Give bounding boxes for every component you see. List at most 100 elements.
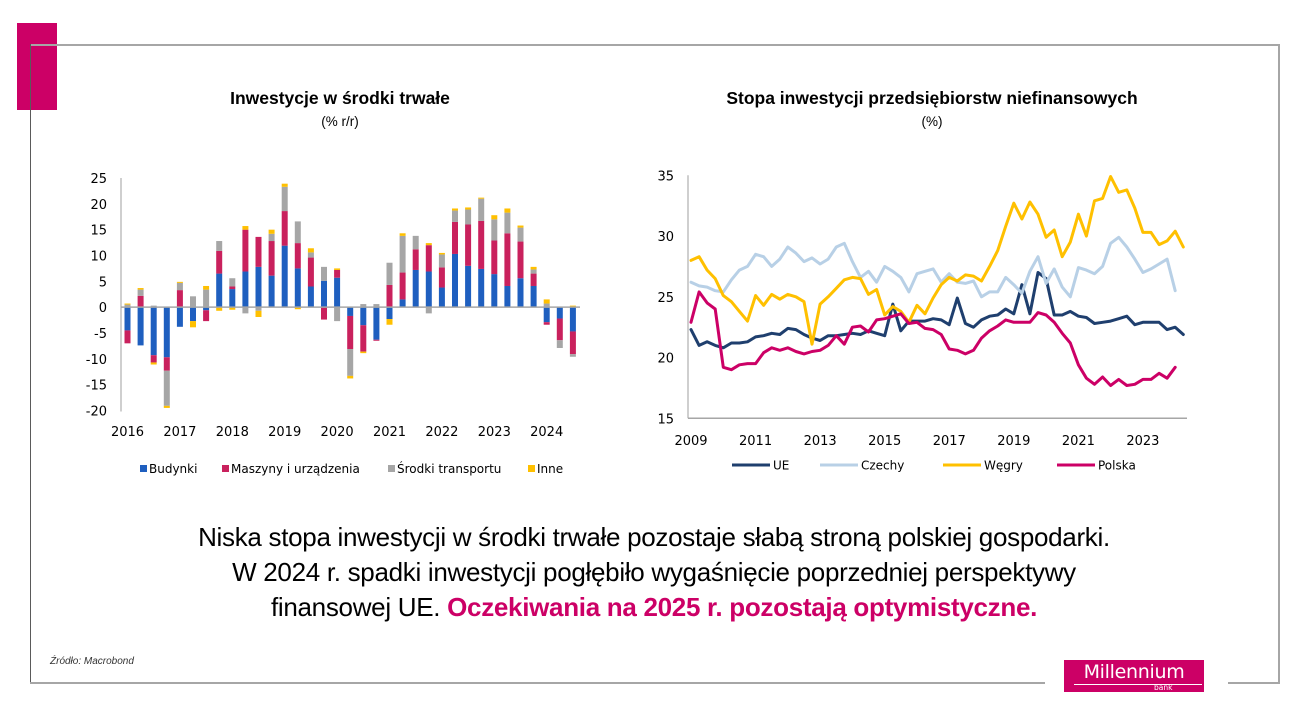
bar-segment-maszyny-i-urzadzenia-2023q4	[530, 273, 537, 286]
source-note: Źródło: Macrobond	[50, 656, 134, 667]
bar-segment-inne-2021q4	[425, 243, 432, 246]
bar-segment-inne-2018q1	[229, 307, 236, 310]
bar-segment-srodki-transportu-2024q2	[556, 340, 563, 348]
bar-stack-2018q1	[229, 278, 236, 310]
bar-stack-2021q1	[386, 262, 393, 325]
legend-label: Inne	[537, 462, 563, 476]
bar-stack-2024q2	[556, 307, 563, 348]
bar-stack-2023q3	[517, 225, 524, 308]
bar-x-tick-label: 2017	[163, 425, 196, 440]
bar-segment-maszyny-i-urzadzenia-2021q2	[399, 272, 406, 300]
bar-segment-budynki-2016q3	[150, 307, 157, 356]
line-legend-item-czechy: Czechy	[820, 459, 904, 473]
bar-segment-srodki-transportu-2023q3	[517, 227, 524, 242]
line-y-tick-label: 15	[657, 412, 674, 427]
bar-segment-maszyny-i-urzadzenia-2021q4	[425, 245, 432, 272]
bar-stack-2018q3	[255, 236, 262, 317]
bar-x-tick-label: 2024	[530, 425, 563, 440]
bar-segment-maszyny-i-urzadzenia-2024q2	[556, 318, 563, 341]
line-x-tick-label: 2017	[933, 434, 966, 449]
legend-swatch	[222, 465, 229, 472]
bar-y-tick-label: -20	[86, 405, 107, 420]
bar-segment-maszyny-i-urzadzenia-2017q4	[216, 250, 223, 274]
bar-segment-budynki-2021q2	[399, 299, 406, 308]
bar-stack-2019q1	[281, 183, 288, 308]
series-line-ue	[689, 271, 1185, 350]
bar-segment-srodki-transportu-2016q2	[137, 289, 144, 296]
bar-segment-maszyny-i-urzadzenia-2016q2	[137, 295, 144, 308]
bar-segment-budynki-2023q1	[491, 274, 498, 308]
bar-x-tick-label: 2021	[373, 425, 406, 440]
bar-segment-budynki-2016q2	[137, 307, 144, 346]
legend-swatch	[140, 465, 147, 472]
bar-segment-inne-2017q1	[176, 281, 183, 283]
bar-segment-budynki-2020q1	[334, 277, 341, 308]
bar-segment-maszyny-i-urzadzenia-2019q4	[321, 307, 327, 320]
bar-segment-inne-2023q2	[504, 208, 511, 213]
bar-segment-srodki-transportu-2018q3	[255, 307, 262, 311]
frame-bottom-border	[1228, 682, 1280, 684]
bar-segment-maszyny-i-urzadzenia-2016q4	[163, 357, 170, 371]
bar-segment-inne-2022q3	[465, 207, 472, 210]
bar-segment-budynki-2018q1	[229, 289, 236, 308]
bar-segment-srodki-transportu-2022q3	[465, 209, 472, 225]
bar-segment-maszyny-i-urzadzenia-2022q1	[438, 267, 445, 288]
bar-segment-budynki-2024q2	[556, 307, 563, 319]
bar-segment-maszyny-i-urzadzenia-2024q1	[543, 322, 550, 325]
bar-segment-budynki-2017q2	[190, 307, 196, 322]
summary-line-3-text: finansowej UE.	[270, 592, 448, 622]
bar-stack-2024q1	[543, 299, 550, 325]
bar-segment-srodki-transportu-2020q4	[373, 304, 380, 308]
bar-segment-srodki-transportu-2023q4	[530, 269, 537, 274]
bar-segment-srodki-transportu-2021q3	[412, 235, 419, 250]
bar-segment-maszyny-i-urzadzenia-2020q4	[373, 339, 380, 341]
bar-segment-srodki-transportu-2017q4	[216, 241, 223, 251]
bar-chart-title: Inwestycje w środki trwałe	[230, 88, 450, 108]
bar-stack-2023q2	[504, 208, 511, 308]
bar-segment-budynki-2018q3	[255, 266, 262, 308]
bar-segment-inne-2023q4	[530, 266, 537, 270]
bar-segment-maszyny-i-urzadzenia-2016q1	[124, 330, 131, 344]
bar-segment-srodki-transportu-2023q2	[504, 212, 511, 234]
bar-stack-2023q4	[530, 266, 537, 308]
bar-stack-2016q4	[163, 307, 170, 408]
bar-segment-srodki-transportu-2021q1	[386, 262, 393, 285]
bar-segment-budynki-2021q1	[386, 307, 393, 320]
bar-segment-maszyny-i-urzadzenia-2019q2	[294, 243, 301, 269]
bar-segment-inne-2020q3	[360, 351, 367, 354]
bar-segment-srodki-transportu-2019q2	[294, 221, 301, 244]
bar-y-tick-label: -10	[86, 353, 107, 368]
bar-stack-2021q3	[412, 235, 419, 308]
bar-y-tick-label: 25	[90, 172, 107, 187]
bar-segment-srodki-transportu-2023q1	[491, 219, 498, 241]
bar-segment-budynki-2022q2	[452, 253, 458, 308]
bar-stack-2016q3	[150, 305, 157, 365]
summary-line-1: Niska stopa inwestycji w środki trwałe p…	[198, 522, 1110, 552]
bar-legend-item-srodki-transportu: Środki transportu	[388, 461, 501, 476]
legend-label: Budynki	[149, 462, 197, 476]
bar-segment-inne-2017q4	[216, 307, 223, 311]
bar-segment-srodki-transportu-2020q3	[360, 304, 367, 308]
bar-stack-2017q4	[216, 241, 223, 311]
frame-top-border	[30, 44, 1280, 46]
legend-swatch	[388, 465, 395, 472]
legend-label: Maszyny i urządzenia	[231, 462, 360, 476]
bar-segment-budynki-2022q1	[438, 287, 445, 308]
bar-segment-budynki-2023q2	[504, 285, 511, 308]
bar-stack-2017q3	[203, 285, 210, 322]
bar-segment-srodki-transportu-2019q1	[281, 186, 288, 212]
bar-y-tick-label: 0	[99, 301, 107, 316]
bar-segment-inne-2019q1	[281, 183, 288, 187]
frame-bottom-border	[30, 682, 1045, 684]
bar-segment-budynki-2023q3	[517, 278, 524, 308]
bar-segment-inne-2018q4	[268, 229, 275, 234]
bar-segment-srodki-transportu-2017q2	[190, 296, 196, 308]
bar-segment-srodki-transportu-2022q2	[452, 210, 458, 222]
bar-y-tick-label: 15	[90, 224, 107, 239]
legend-label: Środki transportu	[397, 461, 501, 476]
bar-segment-inne-2022q2	[452, 208, 458, 211]
bar-stack-2017q1	[176, 281, 183, 327]
bar-stack-2016q1	[124, 303, 131, 344]
frame-left-border	[30, 44, 31, 684]
bar-segment-srodki-transportu-2024q3	[569, 354, 576, 357]
